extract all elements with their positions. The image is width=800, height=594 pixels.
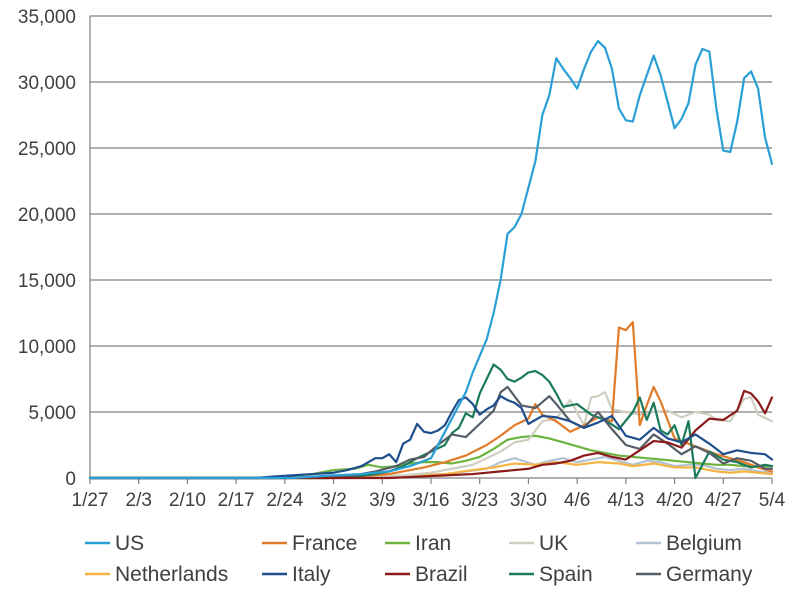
gridlines xyxy=(90,15,772,413)
legend-item-netherlands: Netherlands xyxy=(85,563,228,586)
legend-label: Brazil xyxy=(415,563,468,586)
y-tick-label: 30,000 xyxy=(18,73,76,94)
series-line-italy xyxy=(88,395,774,480)
x-tick-label: 5/4 xyxy=(759,490,786,511)
x-tick-label: 1/27 xyxy=(72,490,109,511)
legend-item-brazil: Brazil xyxy=(385,563,468,586)
x-tick-label: 4/13 xyxy=(607,490,644,511)
x-tick-label: 3/2 xyxy=(320,490,346,511)
y-tick-label: 25,000 xyxy=(18,139,76,160)
legend-item-spain: Spain xyxy=(509,563,593,586)
legend-label: Netherlands xyxy=(115,563,228,586)
series-line-us xyxy=(88,39,774,480)
x-tick-label: 3/16 xyxy=(413,490,450,511)
legend-label: Iran xyxy=(415,532,451,555)
y-tick-label: 0 xyxy=(65,469,76,490)
series-line-iran xyxy=(88,434,774,480)
x-tick-label: 2/17 xyxy=(218,490,255,511)
series-lines xyxy=(88,39,774,480)
y-tick-label: 20,000 xyxy=(18,205,76,226)
x-axis-tick-labels: 1/27 2/3 2/10 2/17 2/24 3/2 3/9 3/16 3/23 3/30 4/6… xyxy=(72,490,786,511)
legend: US France Iran UK Belgium Netherlands Italy Bra… xyxy=(85,532,753,586)
series-line-germany xyxy=(88,385,774,480)
x-tick-label: 4/20 xyxy=(656,490,693,511)
legend-label: Italy xyxy=(292,563,331,586)
x-tick-label: 3/30 xyxy=(510,490,547,511)
y-tick-label: 35,000 xyxy=(18,7,76,28)
legend-label: Spain xyxy=(539,563,593,586)
legend-item-germany: Germany xyxy=(636,563,753,586)
legend-item-france: France xyxy=(262,532,357,555)
legend-label: UK xyxy=(539,532,568,555)
x-tick-label: 3/23 xyxy=(461,490,498,511)
legend-item-uk: UK xyxy=(509,532,568,555)
x-tick-label: 2/3 xyxy=(126,490,152,511)
legend-item-us: US xyxy=(85,532,144,555)
x-tick-label: 4/27 xyxy=(705,490,742,511)
legend-item-belgium: Belgium xyxy=(636,532,742,555)
legend-item-italy: Italy xyxy=(262,563,331,586)
legend-label: France xyxy=(292,532,357,555)
series-line-netherlands xyxy=(88,461,774,480)
legend-item-iran: Iran xyxy=(385,532,451,555)
y-tick-label: 10,000 xyxy=(18,337,76,358)
x-axis xyxy=(89,16,773,484)
series-line-brazil xyxy=(88,389,774,480)
legend-label: Germany xyxy=(666,563,753,586)
x-tick-label: 4/6 xyxy=(564,490,590,511)
x-tick-label: 2/10 xyxy=(169,490,206,511)
y-tick-label: 5,000 xyxy=(28,403,76,424)
y-axis-tick-labels: 0 5,000 10,000 15,000 20,000 25,000 30,000 35,0… xyxy=(18,7,76,490)
series-line-spain xyxy=(88,363,774,480)
x-tick-label: 3/9 xyxy=(369,490,395,511)
y-tick-label: 15,000 xyxy=(18,271,76,292)
legend-label: US xyxy=(115,532,144,555)
x-tick-label: 2/24 xyxy=(266,490,303,511)
legend-label: Belgium xyxy=(666,532,742,555)
